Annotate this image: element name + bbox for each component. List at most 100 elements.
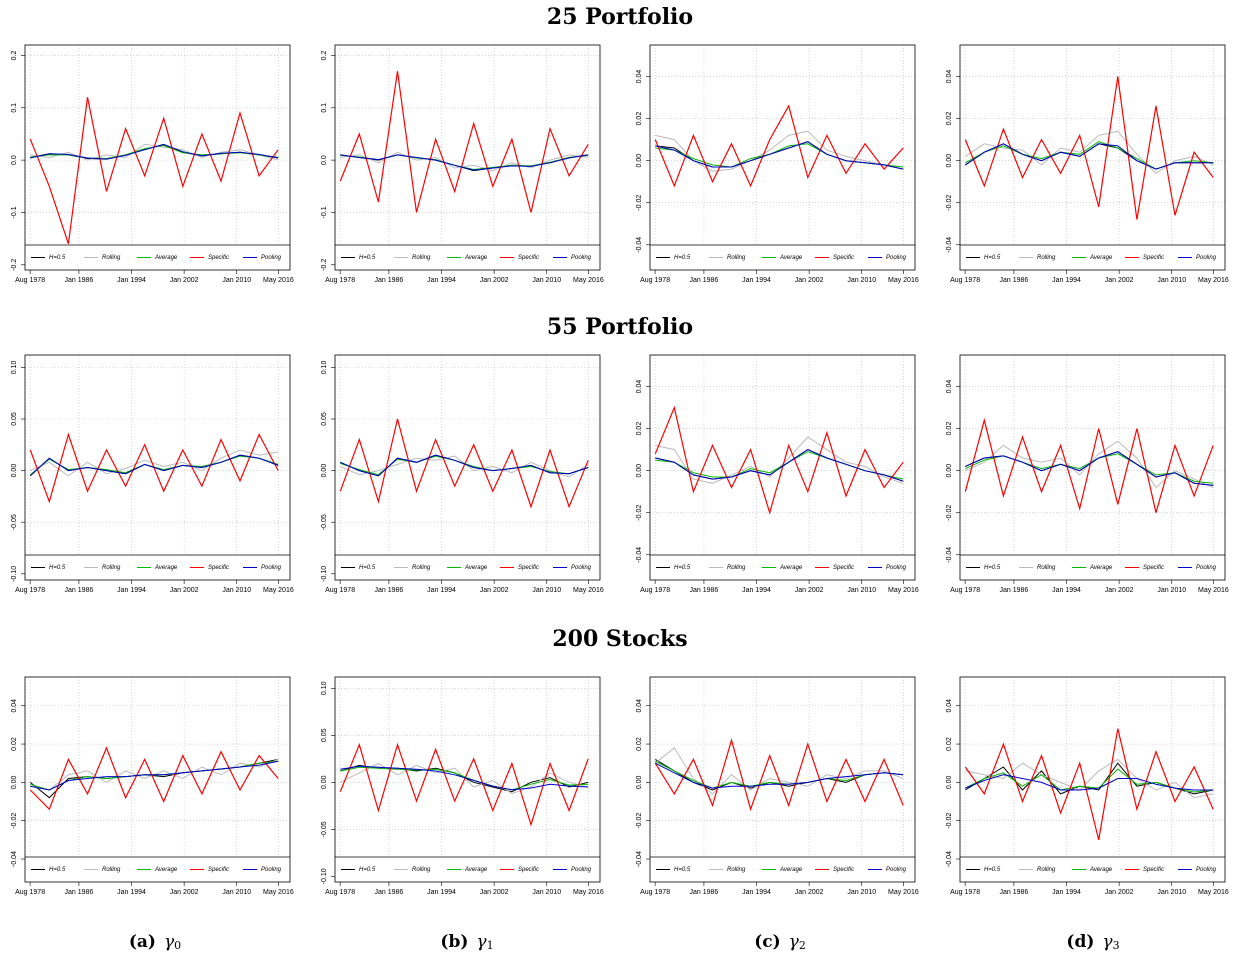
legend-label: Average [464, 565, 488, 571]
x-tick-label: Jan 2002 [170, 277, 199, 284]
caption-sub: 0 [174, 939, 181, 952]
x-tick-label: Jan 2010 [532, 889, 561, 896]
x-tick-label: May 2016 [573, 277, 604, 284]
legend-label: Specific [208, 565, 229, 571]
legend-label: Pooling [886, 255, 907, 261]
y-tick-label: 0.04 [636, 70, 643, 84]
legend-label: Rolling [412, 867, 431, 873]
legend-label: Pooling [1196, 867, 1217, 873]
y-tick-label: 0.02 [636, 112, 643, 126]
x-tick-label: May 2016 [888, 277, 919, 284]
y-tick-label: 0.04 [946, 70, 953, 84]
legend-label: Specific [833, 867, 854, 873]
x-tick-label: Jan 1986 [375, 587, 404, 594]
x-tick-label: Aug 1978 [325, 277, 355, 284]
series-line [964, 76, 1214, 220]
y-tick-label: 0.00 [321, 464, 328, 478]
series-line [965, 774, 1214, 791]
x-tick-label: Jan 2010 [1157, 277, 1186, 284]
plot-frame [24, 676, 291, 883]
legend-label: Pooling [886, 867, 907, 873]
legend-label: H=0.5 [984, 565, 1001, 571]
x-tick-label: Jan 2010 [1157, 587, 1186, 594]
series-line [29, 758, 279, 799]
series-line [655, 449, 904, 482]
x-tick-label: Jan 2002 [170, 889, 199, 896]
y-tick-label: 0.02 [946, 737, 953, 751]
x-tick-label: Jan 2002 [1105, 889, 1134, 896]
y-tick-label: 0.04 [636, 699, 643, 713]
plot-frame [334, 44, 601, 271]
y-tick-label: -0.02 [11, 813, 18, 829]
x-tick-label: Jan 1994 [1052, 587, 1081, 594]
series-line [339, 742, 589, 827]
y-tick-label: -0.04 [636, 851, 643, 867]
series-line [340, 151, 589, 172]
x-tick-label: Jan 1994 [117, 889, 146, 896]
series-line [654, 738, 904, 812]
x-tick-label: Jan 2010 [222, 889, 251, 896]
series-line [29, 97, 279, 244]
x-tick-label: May 2016 [888, 889, 919, 896]
x-tick-label: Jan 1994 [742, 889, 771, 896]
x-tick-label: Aug 1978 [325, 587, 355, 594]
series-line [30, 760, 279, 791]
x-tick-label: Jan 1994 [1052, 889, 1081, 896]
y-tick-label: 0.0 [321, 155, 328, 165]
y-tick-label: 0.02 [636, 422, 643, 436]
x-tick-label: May 2016 [573, 587, 604, 594]
plot-frame [334, 676, 601, 883]
section-title: 200 Stocks [552, 626, 687, 652]
plot-frame [959, 354, 1226, 581]
x-tick-label: Jan 2010 [532, 587, 561, 594]
plot-frame [24, 354, 291, 581]
legend-label: Average [1089, 255, 1113, 261]
series-line [655, 130, 904, 172]
y-tick-label: 0.00 [636, 775, 643, 789]
x-tick-label: Jan 1994 [742, 277, 771, 284]
x-tick-label: Jan 2010 [222, 587, 251, 594]
x-tick-label: May 2016 [1198, 277, 1229, 284]
x-tick-label: Jan 1986 [1000, 587, 1029, 594]
plot-frame [959, 44, 1226, 271]
x-tick-label: Jan 1994 [427, 587, 456, 594]
caption-symbol: γ [789, 932, 800, 952]
legend-label: Rolling [102, 867, 121, 873]
legend-label: H=0.5 [49, 255, 66, 261]
caption: (c) γ2 [754, 932, 806, 953]
y-tick-label: 0.00 [636, 464, 643, 478]
series-line [655, 760, 904, 789]
legend-label: Pooling [1196, 255, 1217, 261]
x-tick-label: Jan 1994 [427, 889, 456, 896]
x-tick-label: Jan 1994 [117, 277, 146, 284]
series-line [340, 766, 589, 791]
series-line [29, 746, 279, 811]
section-title: 55 Portfolio [547, 314, 693, 340]
y-tick-label: -0.1 [321, 206, 328, 218]
caption: (a) γ0 [129, 932, 181, 953]
y-tick-label: -0.10 [11, 566, 18, 582]
x-tick-label: Jan 2002 [480, 889, 509, 896]
x-tick-label: Aug 1978 [325, 889, 355, 896]
y-tick-label: 0.00 [946, 464, 953, 478]
legend-label: Average [1089, 565, 1113, 571]
series-line [965, 451, 1214, 486]
y-tick-label: 0.05 [321, 412, 328, 426]
y-tick-label: -0.2 [321, 259, 328, 271]
y-tick-label: -0.02 [636, 505, 643, 521]
legend-label: Rolling [102, 565, 121, 571]
series-line [965, 143, 1214, 170]
plot-frame [649, 44, 916, 271]
x-tick-label: May 2016 [1198, 587, 1229, 594]
x-tick-label: May 2016 [263, 587, 294, 594]
plot-frame [649, 354, 916, 581]
x-tick-label: Jan 1994 [1052, 277, 1081, 284]
legend-label: Rolling [1037, 867, 1056, 873]
legend-label: Average [154, 867, 178, 873]
y-tick-label: -0.10 [321, 566, 328, 582]
legend-label: Rolling [412, 255, 431, 261]
x-tick-label: Aug 1978 [640, 277, 670, 284]
legend-label: Pooling [571, 565, 592, 571]
series-line [339, 418, 589, 509]
x-tick-label: Aug 1978 [950, 889, 980, 896]
